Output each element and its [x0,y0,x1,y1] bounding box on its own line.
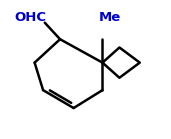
Text: OHC: OHC [14,11,46,24]
Text: Me: Me [99,11,121,24]
